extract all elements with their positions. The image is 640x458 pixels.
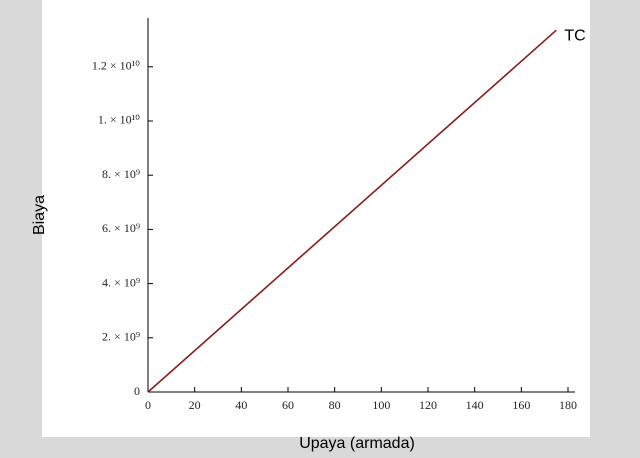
- y-tick-label: 1.2 × 10¹⁰: [92, 59, 140, 73]
- y-tick-label: 4. × 10⁹: [102, 275, 140, 289]
- x-tick-label: 100: [372, 398, 390, 412]
- line: [147, 29, 557, 393]
- y-tick-label: 6. × 10⁹: [102, 221, 140, 235]
- y-tick-label: 0: [134, 384, 140, 398]
- y-axis-label: Biaya: [31, 195, 48, 235]
- x-tick-label: 120: [419, 398, 437, 412]
- x-tick-label: 80: [329, 398, 341, 412]
- x-tick-label: 20: [189, 398, 201, 412]
- x-tick-label: 0: [145, 398, 151, 412]
- x-tick-label: 140: [466, 398, 484, 412]
- y-tick-label: 8. × 10⁹: [102, 167, 140, 181]
- series-label: TC: [564, 27, 585, 44]
- x-tick-label: 40: [235, 398, 247, 412]
- x-axis-label: Upaya (armada): [299, 435, 415, 452]
- plot-background: [42, 0, 590, 437]
- y-tick-label: 2. × 10⁹: [102, 330, 140, 344]
- x-tick-label: 60: [282, 398, 294, 412]
- x-tick-label: 160: [512, 398, 530, 412]
- x-tick-label: 180: [559, 398, 577, 412]
- y-tick-label: 1. × 10¹⁰: [98, 113, 140, 127]
